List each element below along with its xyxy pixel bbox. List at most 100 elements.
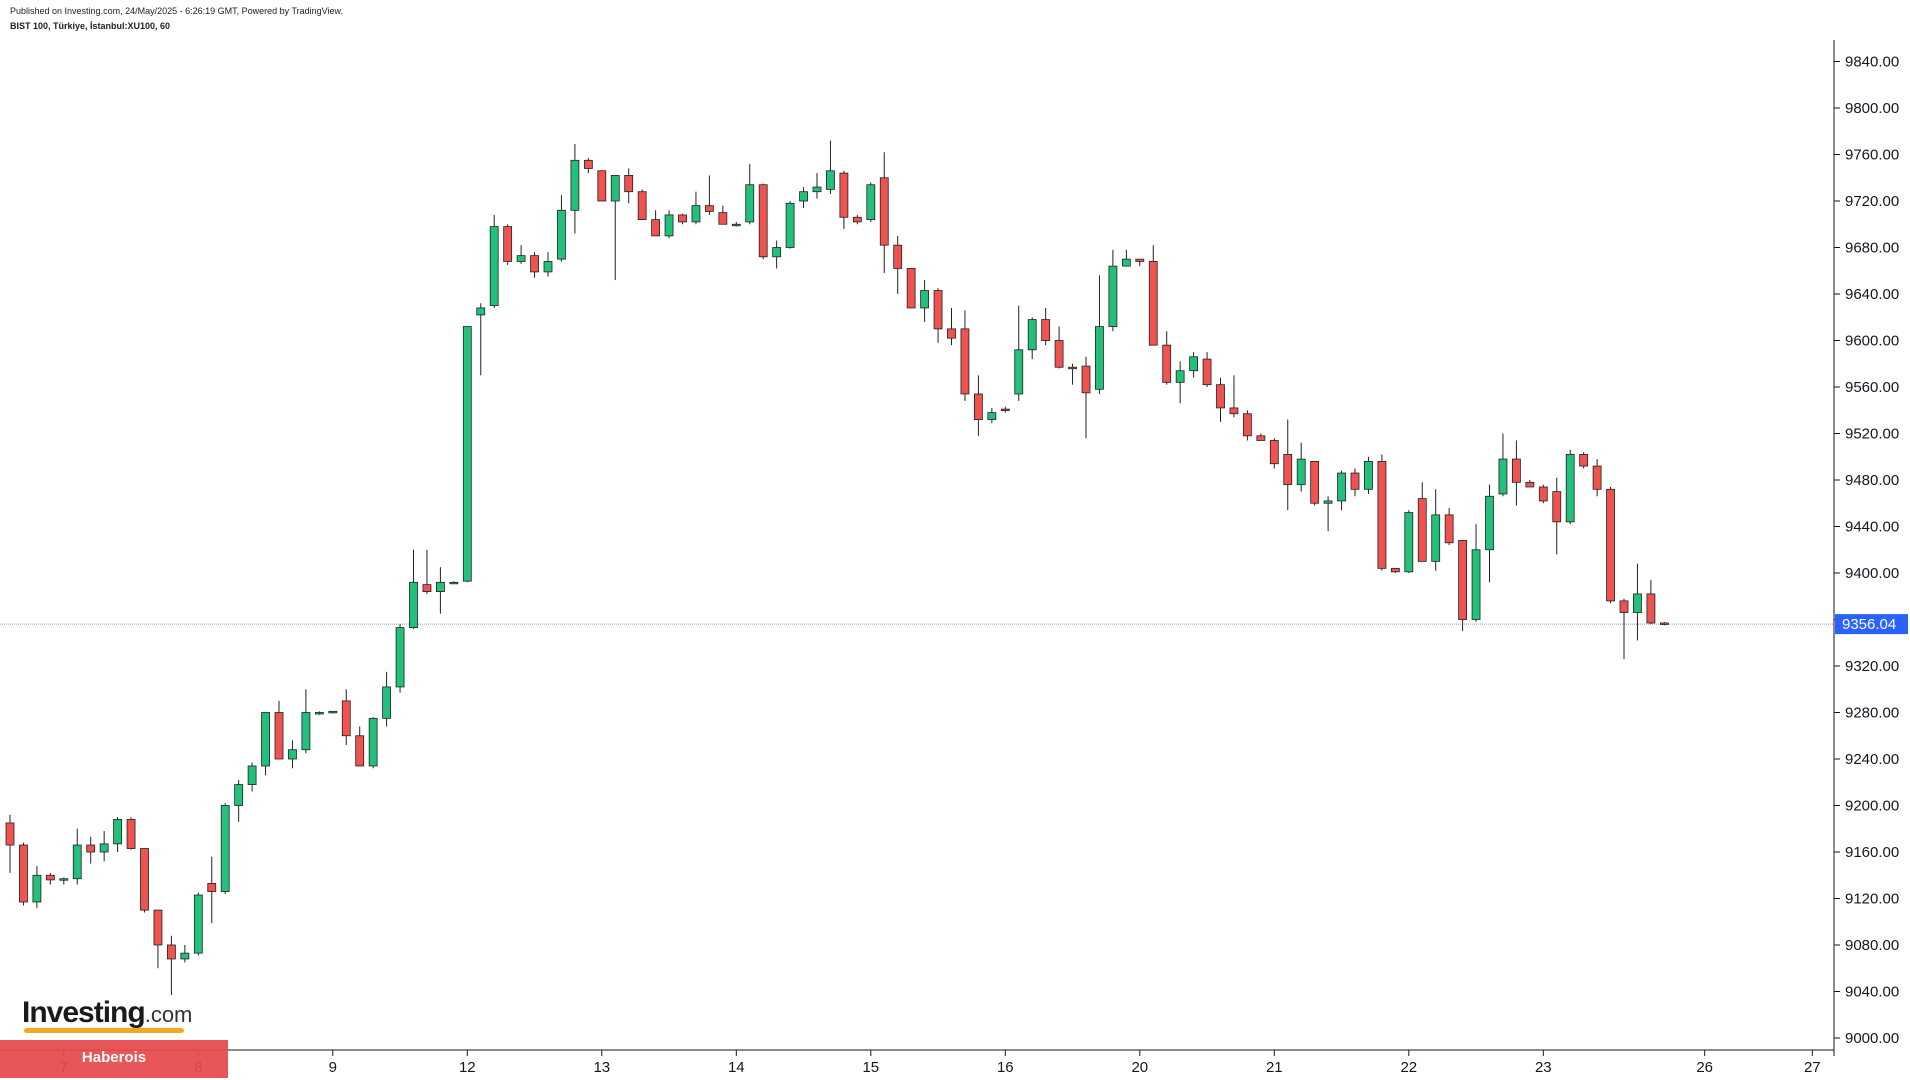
candle-body bbox=[705, 205, 714, 212]
y-tick-label: 9680.00 bbox=[1845, 240, 1899, 257]
candle-body bbox=[45, 874, 55, 881]
candle-body bbox=[86, 844, 96, 853]
candle-body bbox=[341, 700, 351, 737]
candle-body bbox=[610, 175, 620, 202]
candle-body bbox=[1659, 622, 1669, 625]
candle-body bbox=[516, 255, 526, 262]
candle-body bbox=[1538, 486, 1548, 502]
candle-body bbox=[382, 686, 392, 719]
candle-body bbox=[1444, 514, 1454, 544]
candle-body bbox=[1229, 407, 1239, 415]
logo-sub-text: .com bbox=[144, 1002, 193, 1027]
candle-body bbox=[314, 712, 324, 715]
candle-body bbox=[140, 848, 149, 911]
candle-body bbox=[301, 712, 311, 751]
candle-body bbox=[1296, 458, 1306, 486]
candle-body bbox=[799, 191, 808, 202]
x-tick-label: 22 bbox=[1400, 1059, 1417, 1076]
candle-body bbox=[879, 177, 889, 246]
candle-body bbox=[261, 712, 270, 767]
x-tick-label: 26 bbox=[1696, 1059, 1713, 1076]
x-tick-label: 14 bbox=[728, 1059, 745, 1076]
candle-body bbox=[462, 326, 472, 582]
y-tick-label: 9240.00 bbox=[1845, 751, 1899, 768]
candle-body bbox=[288, 749, 297, 760]
candle-body bbox=[1552, 491, 1562, 523]
y-tick-label: 9560.00 bbox=[1845, 379, 1899, 396]
y-tick-label: 9760.00 bbox=[1845, 147, 1899, 164]
candle-body bbox=[678, 214, 687, 223]
candle-body bbox=[1633, 593, 1642, 613]
candle-body bbox=[1310, 460, 1320, 504]
candle-body bbox=[664, 214, 674, 237]
candle-body bbox=[1054, 340, 1064, 368]
y-tick-label: 9040.00 bbox=[1845, 984, 1899, 1001]
candle-body bbox=[422, 584, 432, 592]
candle-body bbox=[1512, 458, 1521, 483]
candle-body bbox=[1027, 319, 1037, 351]
candle-body bbox=[624, 175, 634, 193]
y-tick-label: 9800.00 bbox=[1845, 100, 1899, 117]
candle-body bbox=[812, 186, 822, 193]
candle-body bbox=[866, 184, 876, 221]
candle-body bbox=[893, 244, 903, 269]
candle-body bbox=[153, 909, 163, 946]
candle-body bbox=[1404, 512, 1414, 573]
x-tick-label: 16 bbox=[997, 1059, 1014, 1076]
x-tick-label: 23 bbox=[1535, 1059, 1552, 1076]
y-tick-label: 9480.00 bbox=[1845, 472, 1899, 489]
candles-layer bbox=[0, 140, 1834, 995]
candle-body bbox=[328, 710, 338, 714]
candle-body bbox=[637, 191, 647, 220]
candle-body bbox=[1216, 384, 1225, 409]
candle-body bbox=[1390, 567, 1400, 573]
y-tick-label: 9120.00 bbox=[1845, 891, 1899, 908]
candle-body bbox=[947, 328, 956, 339]
candle-body bbox=[651, 219, 660, 237]
candle-body bbox=[5, 822, 15, 846]
candle-body bbox=[476, 307, 486, 316]
candle-body bbox=[126, 819, 136, 849]
candle-body bbox=[543, 261, 553, 273]
candle-body bbox=[1175, 370, 1185, 383]
y-tick-label: 9160.00 bbox=[1845, 844, 1899, 861]
candle-body bbox=[355, 735, 365, 767]
candle-body bbox=[583, 159, 593, 169]
candle-body bbox=[691, 205, 701, 223]
x-tick-label: 27 bbox=[1804, 1059, 1821, 1076]
haberois-banner: Haberois bbox=[0, 1040, 228, 1078]
x-tick-label: 15 bbox=[862, 1059, 879, 1076]
candle-body bbox=[368, 717, 378, 767]
candle-body bbox=[1377, 460, 1387, 569]
x-axis: 7891213141516202122232627 bbox=[60, 1050, 1821, 1076]
x-tick-label: 20 bbox=[1131, 1059, 1148, 1076]
candle-body bbox=[731, 223, 741, 227]
x-tick-label: 12 bbox=[459, 1059, 476, 1076]
candle-body bbox=[489, 226, 499, 307]
last-price-tag bbox=[1835, 614, 1908, 635]
candle-body bbox=[247, 765, 257, 785]
candle-body bbox=[59, 878, 69, 881]
candle-body bbox=[1337, 472, 1346, 502]
candle-body bbox=[1135, 258, 1145, 262]
logo-main-text: Investing bbox=[22, 996, 146, 1029]
y-tick-label: 9320.00 bbox=[1845, 658, 1899, 675]
candle-body bbox=[1095, 326, 1104, 390]
candle-body bbox=[1525, 481, 1535, 488]
candle-body bbox=[718, 212, 728, 225]
candle-body bbox=[1000, 408, 1010, 411]
y-tick-label: 9720.00 bbox=[1845, 193, 1899, 210]
candle-body bbox=[193, 894, 203, 954]
candle-body bbox=[852, 216, 862, 223]
candle-body bbox=[449, 581, 459, 585]
candle-body bbox=[435, 581, 445, 592]
candle-body bbox=[960, 328, 970, 395]
candle-body bbox=[1014, 349, 1024, 395]
candle-body bbox=[1256, 435, 1266, 441]
last-price-label: 9356.04 bbox=[1842, 616, 1896, 633]
candle-body bbox=[1417, 498, 1427, 562]
investing-logo: Investing.com bbox=[22, 996, 193, 1033]
candle-body bbox=[933, 290, 943, 330]
x-tick-label: 21 bbox=[1266, 1059, 1283, 1076]
candle-body bbox=[772, 247, 782, 258]
